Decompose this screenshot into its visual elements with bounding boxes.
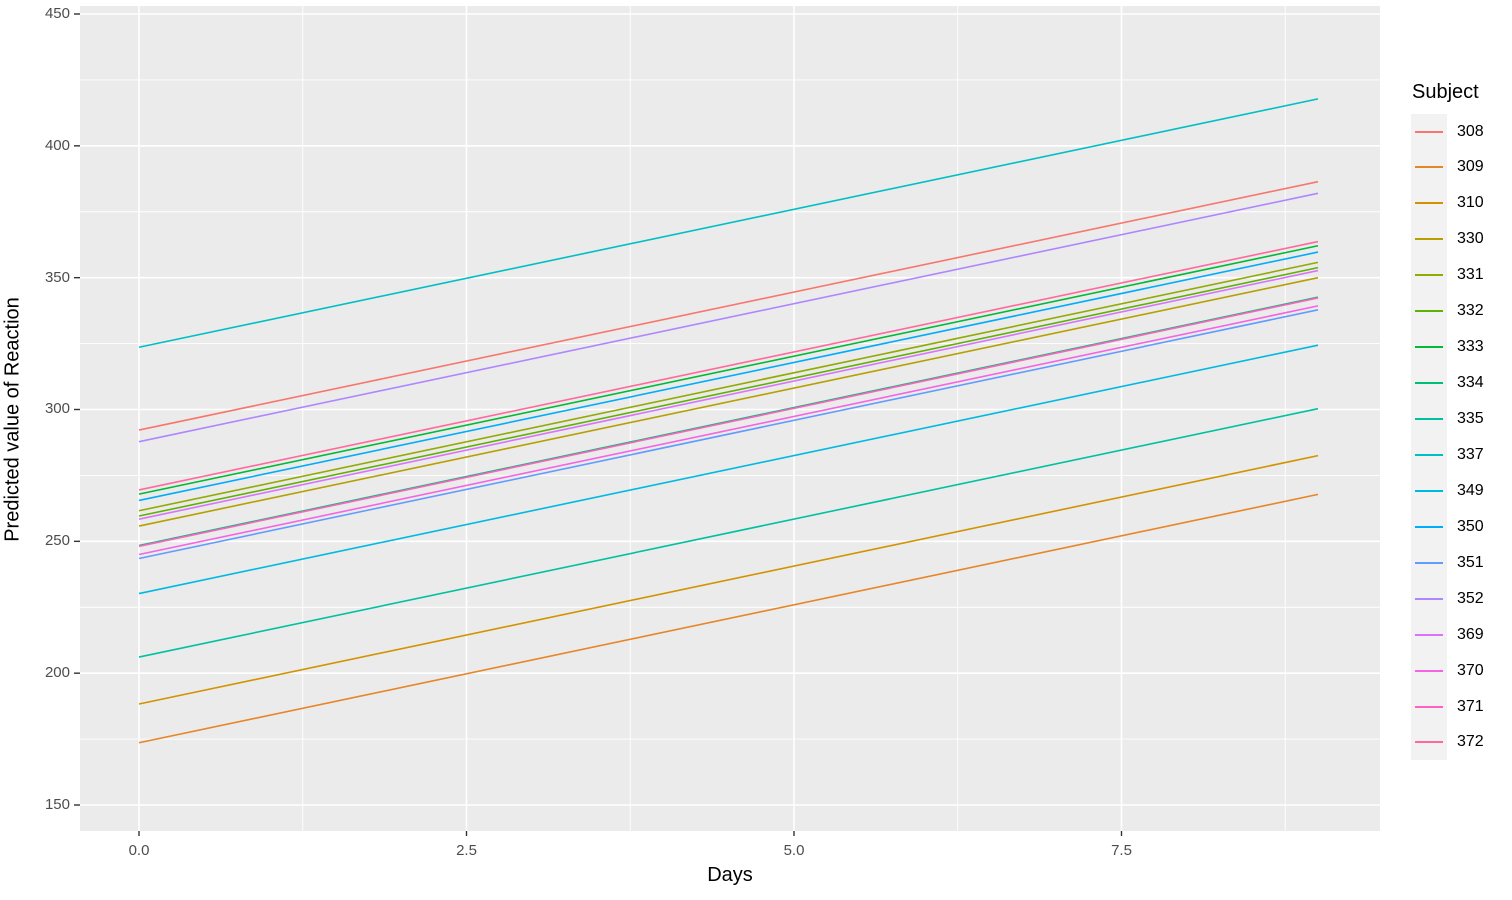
legend-key-line-icon — [1415, 382, 1443, 385]
series-line-308 — [138, 180, 1319, 431]
y-tick-label: 300 — [44, 400, 70, 418]
x-tick-label: 7.5 — [1111, 842, 1132, 859]
legend-key-line-icon — [1415, 669, 1443, 672]
legend-key-350 — [1411, 508, 1447, 545]
legend-key-line-icon — [1415, 597, 1443, 600]
y-tick-label: 450 — [44, 4, 70, 22]
legend-key-line-icon — [1415, 130, 1443, 133]
legend-key-352 — [1411, 580, 1447, 617]
legend-key-line-icon — [1415, 418, 1443, 421]
legend-key-369 — [1411, 616, 1447, 653]
legend-key-line-icon — [1415, 238, 1443, 241]
legend-key-line-icon — [1415, 525, 1443, 528]
legend-key-334 — [1411, 365, 1447, 402]
y-tick-label: 150 — [44, 796, 70, 813]
series-line-352 — [138, 192, 1319, 443]
series-line-350 — [138, 251, 1319, 502]
series-line-332 — [138, 266, 1319, 517]
legend-label-349: 349 — [1457, 481, 1484, 499]
legend-label-371: 371 — [1457, 697, 1484, 715]
legend-key-372 — [1411, 724, 1447, 761]
y-tick-label: 250 — [44, 532, 70, 550]
x-tick-label: 0.0 — [128, 842, 150, 859]
legend-label-337: 337 — [1457, 445, 1484, 463]
y-axis-title: Predicted value of Reaction — [1, 297, 24, 542]
series-line-335 — [138, 407, 1319, 658]
legend-label-309: 309 — [1457, 158, 1484, 176]
legend-key-308 — [1411, 113, 1447, 150]
legend-key-351 — [1411, 544, 1447, 581]
legend-label-331: 331 — [1457, 266, 1484, 284]
legend-key-line-icon — [1415, 633, 1443, 636]
series-line-371 — [138, 297, 1319, 548]
legend-key-line-icon — [1415, 310, 1443, 313]
legend-key-370 — [1411, 652, 1447, 689]
series-line-372 — [138, 240, 1319, 491]
series-line-337 — [138, 98, 1319, 349]
legend-label-310: 310 — [1457, 194, 1484, 212]
legend-key-337 — [1411, 436, 1447, 473]
plot-panel — [80, 6, 1380, 831]
series-line-331 — [138, 261, 1319, 512]
legend-label-352: 352 — [1457, 589, 1484, 607]
x-axis-title: Days — [707, 864, 753, 886]
legend-label-332: 332 — [1457, 302, 1484, 320]
legend-key-332 — [1411, 293, 1447, 330]
x-tick-label: 5.0 — [783, 842, 805, 859]
legend-key-line-icon — [1415, 741, 1443, 744]
legend-key-331 — [1411, 257, 1447, 294]
legend-key-310 — [1411, 185, 1447, 222]
legend-label-372: 372 — [1457, 733, 1484, 751]
legend-key-line-icon — [1415, 166, 1443, 169]
legend-key-309 — [1411, 149, 1447, 186]
legend-label-335: 335 — [1457, 410, 1484, 428]
series-line-330 — [138, 276, 1319, 527]
legend-key-line-icon — [1415, 561, 1443, 564]
legend-label-334: 334 — [1457, 374, 1484, 392]
legend-label-308: 308 — [1457, 122, 1484, 140]
legend-key-line-icon — [1415, 705, 1443, 708]
legend-key-line-icon — [1415, 489, 1443, 492]
legend-label-350: 350 — [1457, 517, 1484, 535]
legend-label-330: 330 — [1457, 230, 1484, 248]
legend-label-351: 351 — [1457, 553, 1484, 571]
series-line-310 — [138, 454, 1319, 705]
legend-label-369: 369 — [1457, 625, 1484, 643]
legend-key-335 — [1411, 401, 1447, 438]
series-line-309 — [138, 493, 1319, 744]
y-tick-label: 200 — [44, 664, 70, 682]
series-line-370 — [138, 305, 1319, 556]
y-tick-label: 350 — [44, 268, 70, 286]
legend-key-330 — [1411, 221, 1447, 258]
legend-key-371 — [1411, 688, 1447, 725]
series-line-369 — [138, 269, 1319, 520]
legend-key-line-icon — [1415, 346, 1443, 349]
legend-key-line-icon — [1415, 453, 1443, 456]
legend-key-349 — [1411, 472, 1447, 509]
series-line-351 — [138, 309, 1319, 560]
legend-title: Subject — [1412, 81, 1479, 103]
legend-key-line-icon — [1415, 202, 1443, 205]
legend-key-line-icon — [1415, 274, 1443, 277]
series-line-333 — [138, 244, 1319, 495]
series-line-349 — [138, 344, 1319, 595]
y-tick-label: 400 — [44, 136, 70, 154]
legend-label-333: 333 — [1457, 338, 1484, 356]
legend-label-370: 370 — [1457, 661, 1484, 679]
x-tick-label: 2.5 — [456, 842, 477, 859]
legend-key-333 — [1411, 329, 1447, 366]
